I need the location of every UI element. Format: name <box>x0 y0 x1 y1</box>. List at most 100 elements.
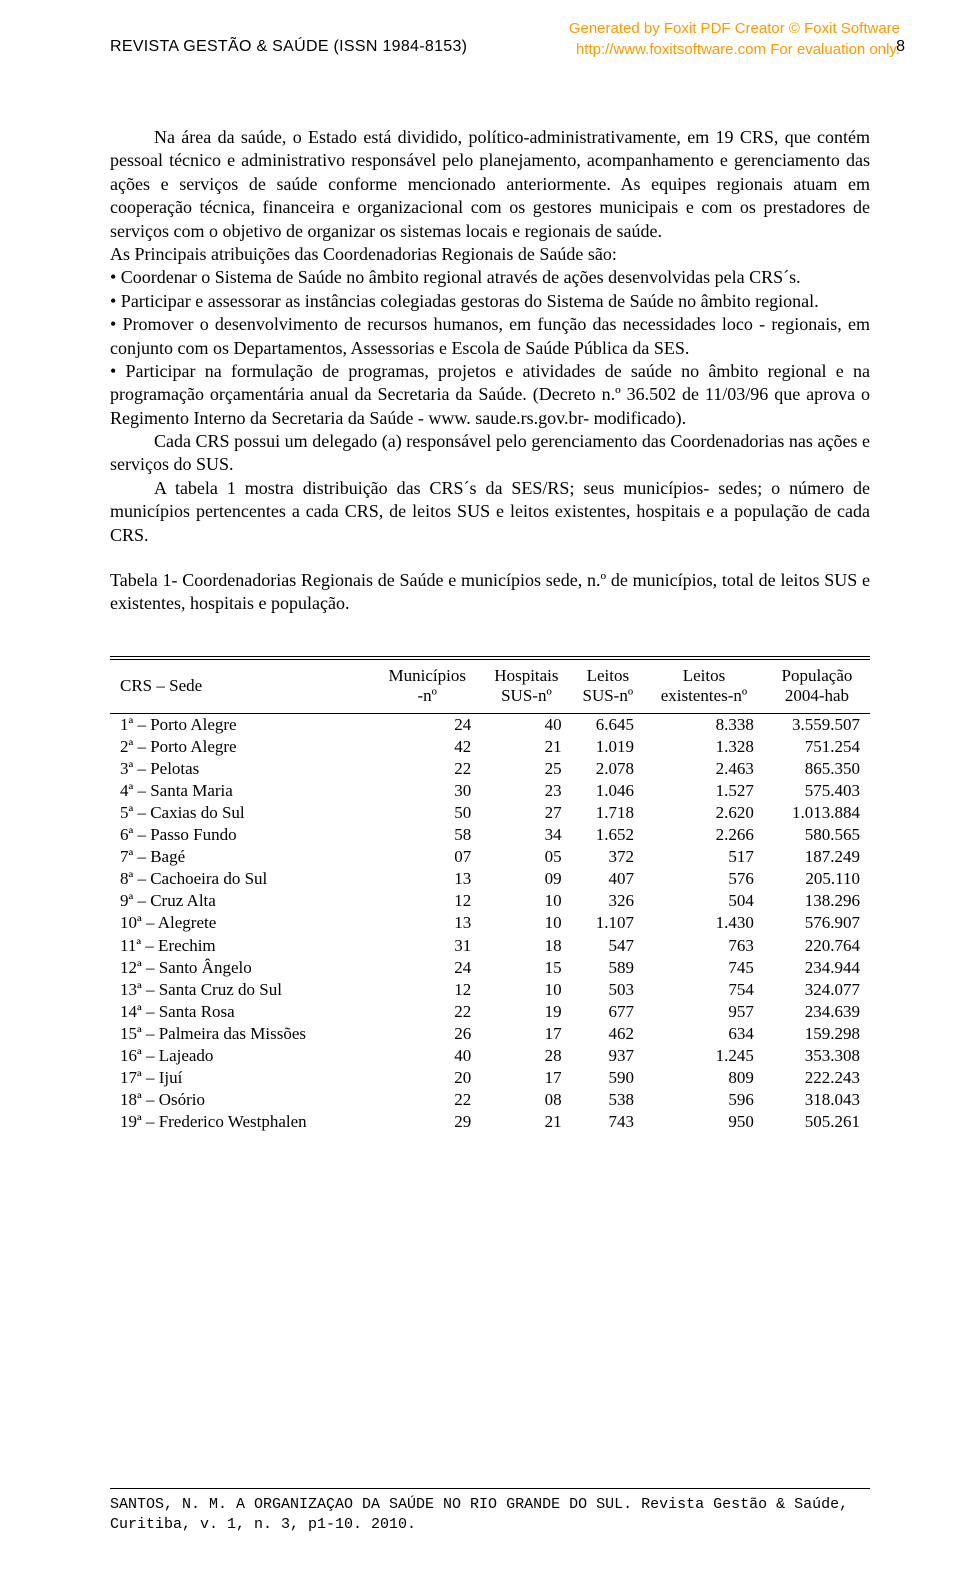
table-cell: 751.254 <box>764 736 870 758</box>
paragraph: A tabela 1 mostra distribuição das CRS´s… <box>110 477 870 547</box>
table-cell: 30 <box>373 780 481 802</box>
table-cell: 19 <box>481 1001 571 1023</box>
table-caption: Tabela 1- Coordenadorias Regionais de Sa… <box>110 569 870 616</box>
table-cell: 1.328 <box>644 736 764 758</box>
table-row: 9ª – Cruz Alta1210326504138.296 <box>110 890 870 912</box>
table-row: 1ª – Porto Alegre24406.6458.3383.559.507 <box>110 713 870 736</box>
table-cell: 2.463 <box>644 758 764 780</box>
table-cell: 234.944 <box>764 957 870 979</box>
table-cell: 596 <box>644 1089 764 1111</box>
table-cell: 22 <box>373 1089 481 1111</box>
table-cell: 865.350 <box>764 758 870 780</box>
table-cell: 2ª – Porto Alegre <box>110 736 373 758</box>
table-cell: 8.338 <box>644 713 764 736</box>
table-cell: 10 <box>481 890 571 912</box>
table-cell: 1.245 <box>644 1045 764 1067</box>
table-row: 13ª – Santa Cruz do Sul1210503754324.077 <box>110 979 870 1001</box>
watermark-line-1: Generated by Foxit PDF Creator © Foxit S… <box>569 18 900 39</box>
table-cell: 21 <box>481 736 571 758</box>
table-cell: 3ª – Pelotas <box>110 758 373 780</box>
table-cell: 22 <box>373 758 481 780</box>
table-cell: 1.013.884 <box>764 802 870 824</box>
table-cell: 8ª – Cachoeira do Sul <box>110 868 373 890</box>
table-cell: 12 <box>373 979 481 1001</box>
table-cell: 2.620 <box>644 802 764 824</box>
table-cell: 1.652 <box>572 824 644 846</box>
table-rule <box>110 656 870 657</box>
table-cell: 937 <box>572 1045 644 1067</box>
paragraph: Cada CRS possui um delegado (a) responsá… <box>110 430 870 477</box>
table-cell: 13ª – Santa Cruz do Sul <box>110 979 373 1001</box>
table-row: 18ª – Osório2208538596318.043 <box>110 1089 870 1111</box>
table-row: 4ª – Santa Maria30231.0461.527575.403 <box>110 780 870 802</box>
paragraph: Na área da saúde, o Estado está dividido… <box>110 126 870 243</box>
bullet-item: • Participar e assessorar as instâncias … <box>110 290 870 313</box>
table-cell: 6ª – Passo Fundo <box>110 824 373 846</box>
table-cell: 20 <box>373 1067 481 1089</box>
table-cell: 11ª – Erechim <box>110 935 373 957</box>
table-cell: 12ª – Santo Ângelo <box>110 957 373 979</box>
table-cell: 28 <box>481 1045 571 1067</box>
table-cell: 6.645 <box>572 713 644 736</box>
table-cell: 205.110 <box>764 868 870 890</box>
watermark-line-2: http://www.foxitsoftware.com For evaluat… <box>569 39 900 60</box>
table-cell: 15ª – Palmeira das Missões <box>110 1023 373 1045</box>
table-cell: 10ª – Alegrete <box>110 912 373 934</box>
table-cell: 05 <box>481 846 571 868</box>
table-cell: 10 <box>481 979 571 1001</box>
table-cell: 187.249 <box>764 846 870 868</box>
body-text: Na área da saúde, o Estado está dividido… <box>110 126 870 547</box>
table-cell: 576 <box>644 868 764 890</box>
table-cell: 16ª – Lajeado <box>110 1045 373 1067</box>
table-cell: 504 <box>644 890 764 912</box>
table-cell: 22 <box>373 1001 481 1023</box>
table-cell: 3.559.507 <box>764 713 870 736</box>
table-cell: 517 <box>644 846 764 868</box>
table-row: 10ª – Alegrete13101.1071.430576.907 <box>110 912 870 934</box>
table-cell: 318.043 <box>764 1089 870 1111</box>
table-cell: 15 <box>481 957 571 979</box>
table-cell: 372 <box>572 846 644 868</box>
pdf-watermark: Generated by Foxit PDF Creator © Foxit S… <box>569 18 900 60</box>
col-crs-sede: CRS – Sede <box>110 659 373 713</box>
table-cell: 27 <box>481 802 571 824</box>
table-cell: 575.403 <box>764 780 870 802</box>
table-cell: 407 <box>572 868 644 890</box>
table-row: 8ª – Cachoeira do Sul1309407576205.110 <box>110 868 870 890</box>
table-cell: 745 <box>644 957 764 979</box>
col-populacao: População 2004-hab <box>764 659 870 713</box>
table-cell: 1.527 <box>644 780 764 802</box>
table-1: CRS – Sede Municípios -nº Hospitais SUS-… <box>110 656 870 1134</box>
table-row: 16ª – Lajeado40289371.245353.308 <box>110 1045 870 1067</box>
page-content: REVISTA GESTÃO & SAÚDE (ISSN 1984-8153) … <box>0 0 960 1163</box>
table-cell: 17ª – Ijuí <box>110 1067 373 1089</box>
table-cell: 21 <box>481 1111 571 1133</box>
table-cell: 326 <box>572 890 644 912</box>
table-cell: 08 <box>481 1089 571 1111</box>
bullet-item: • Participar na formulação de programas,… <box>110 360 870 430</box>
table-cell: 50 <box>373 802 481 824</box>
table-cell: 19ª – Frederico Westphalen <box>110 1111 373 1133</box>
table-cell: 13 <box>373 868 481 890</box>
table-cell: 590 <box>572 1067 644 1089</box>
page-number: 8 <box>896 38 905 56</box>
table-cell: 58 <box>373 824 481 846</box>
table-row: 7ª – Bagé0705372517187.249 <box>110 846 870 868</box>
table-cell: 462 <box>572 1023 644 1045</box>
table-head: CRS – Sede Municípios -nº Hospitais SUS-… <box>110 659 870 713</box>
table-cell: 754 <box>644 979 764 1001</box>
table-cell: 580.565 <box>764 824 870 846</box>
table-cell: 1.107 <box>572 912 644 934</box>
table-row: 2ª – Porto Alegre42211.0191.328751.254 <box>110 736 870 758</box>
table-cell: 13 <box>373 912 481 934</box>
footer-citation: SANTOS, N. M. A ORGANIZAÇAO DA SAÚDE NO … <box>110 1496 848 1533</box>
table-row: 15ª – Palmeira das Missões2617462634159.… <box>110 1023 870 1045</box>
col-municipios: Municípios -nº <box>373 659 481 713</box>
table-cell: 538 <box>572 1089 644 1111</box>
paragraph: As Principais atribuições das Coordenado… <box>110 243 870 266</box>
table-cell: 220.764 <box>764 935 870 957</box>
table-cell: 7ª – Bagé <box>110 846 373 868</box>
table-row: 11ª – Erechim3118547763220.764 <box>110 935 870 957</box>
table-row: 3ª – Pelotas22252.0782.463865.350 <box>110 758 870 780</box>
table-cell: 5ª – Caxias do Sul <box>110 802 373 824</box>
